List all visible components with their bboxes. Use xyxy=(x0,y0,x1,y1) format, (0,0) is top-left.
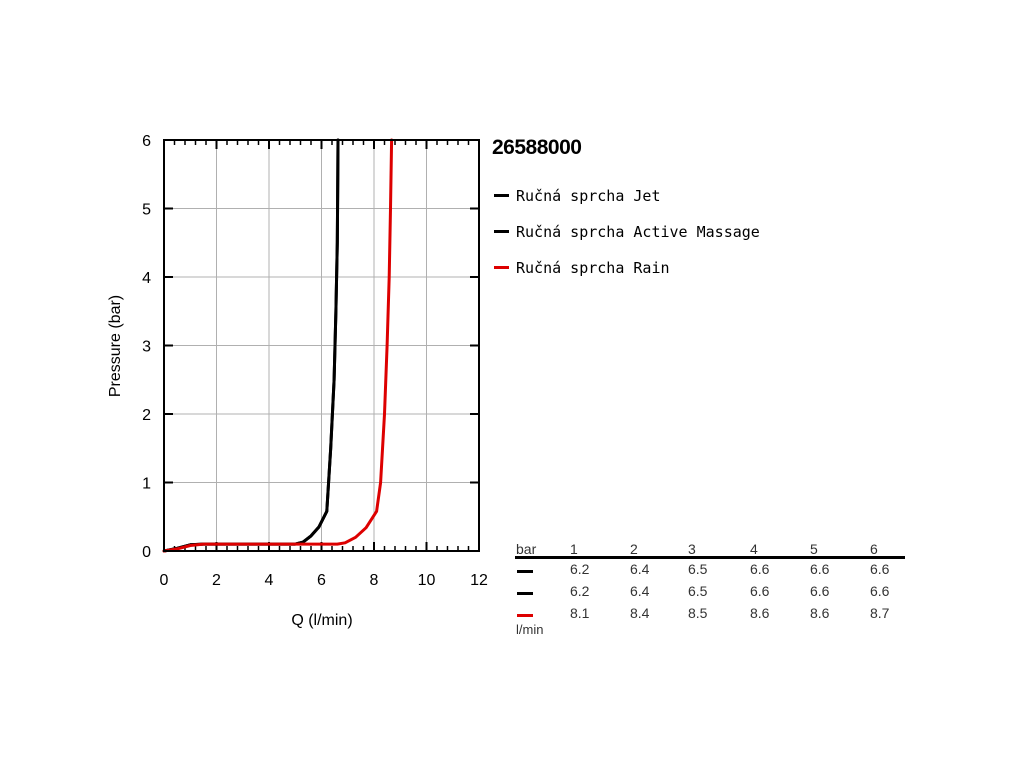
flow-table-header-label: bar xyxy=(516,541,537,557)
flow-table-value: 6.6 xyxy=(750,561,770,577)
flow-table-pressure: 6 xyxy=(870,541,878,557)
product-title: 26588000 xyxy=(492,136,582,159)
flow-table-header: bar 1 2 3 4 5 6 xyxy=(515,540,905,559)
flow-table-pressure: 3 xyxy=(688,541,696,557)
flow-table-value: 6.6 xyxy=(810,561,830,577)
flow-table-row: 6.2 6.4 6.5 6.6 6.6 6.6 xyxy=(515,581,905,603)
plot-frame xyxy=(163,139,480,552)
y-tick-label: 4 xyxy=(142,270,151,287)
legend-label: Ručná sprcha Jet xyxy=(516,187,661,205)
flow-table-value: 6.2 xyxy=(570,561,590,577)
x-tick-label: 6 xyxy=(317,572,326,589)
flow-table-value: 8.4 xyxy=(630,605,650,621)
y-tick-label: 2 xyxy=(142,407,151,424)
flow-table-swatch xyxy=(517,592,533,595)
flow-table-value: 6.6 xyxy=(750,583,770,599)
flow-table-value: 8.5 xyxy=(688,605,708,621)
flow-table-value: 6.6 xyxy=(870,583,890,599)
legend: Ručná sprcha Jet Ručná sprcha Active Mass… xyxy=(494,184,760,292)
flow-table-value: 6.6 xyxy=(870,561,890,577)
legend-label: Ručná sprcha Active Massage xyxy=(516,223,760,241)
flow-table-swatch xyxy=(517,570,533,573)
legend-item: Ručná sprcha Active Massage xyxy=(494,220,760,256)
x-tick-label: 0 xyxy=(160,572,169,589)
x-tick-label: 8 xyxy=(370,572,379,589)
flow-table-pressure: 5 xyxy=(810,541,818,557)
legend-item: Ručná sprcha Jet xyxy=(494,184,760,220)
flow-table-value: 6.5 xyxy=(688,561,708,577)
legend-swatch xyxy=(494,194,509,197)
flow-table-row: 8.1 8.4 8.5 8.6 8.6 8.7 xyxy=(515,603,905,625)
y-tick-label: 5 xyxy=(142,202,151,219)
legend-item: Ručná sprcha Rain xyxy=(494,256,760,292)
series-lines xyxy=(162,138,394,553)
y-tick-label: 6 xyxy=(142,133,151,150)
grid xyxy=(164,140,479,551)
flow-table-value: 6.6 xyxy=(810,583,830,599)
y-axis-label: Pressure (bar) xyxy=(107,295,124,397)
x-tick-labels: 0 2 4 6 8 10 12 xyxy=(160,572,488,589)
legend-swatch xyxy=(494,266,509,269)
flow-table-pressure: 4 xyxy=(750,541,758,557)
x-tick-label: 4 xyxy=(265,572,274,589)
y-tick-label: 3 xyxy=(142,339,151,356)
x-tick-label: 2 xyxy=(212,572,221,589)
legend-swatch xyxy=(494,230,509,233)
series-line-3 xyxy=(162,138,394,553)
flow-table-unit: l/min xyxy=(516,622,544,637)
x-tick-label: 12 xyxy=(470,572,488,589)
x-axis-label: Q (l/min) xyxy=(291,612,352,629)
flow-table-value: 8.6 xyxy=(810,605,830,621)
flow-table-value: 8.6 xyxy=(750,605,770,621)
flow-table-pressure: 1 xyxy=(570,541,578,557)
flow-table-row: 6.2 6.4 6.5 6.6 6.6 6.6 xyxy=(515,559,905,581)
y-tick-label: 1 xyxy=(142,476,151,493)
flow-table-pressure: 2 xyxy=(630,541,638,557)
flow-table-value: 6.2 xyxy=(570,583,590,599)
legend-label: Ručná sprcha Rain xyxy=(516,259,670,277)
flow-table-value: 6.4 xyxy=(630,583,650,599)
flow-table-value: 8.1 xyxy=(570,605,590,621)
flow-table-swatch xyxy=(517,614,533,617)
x-tick-label: 10 xyxy=(418,572,436,589)
flow-table-value: 6.5 xyxy=(688,583,708,599)
flow-table-body: 6.2 6.4 6.5 6.6 6.6 6.6 6.2 6.4 6.5 6.6 6.6 6.6 8.1 8… xyxy=(515,559,905,625)
flow-table-value: 6.4 xyxy=(630,561,650,577)
y-tick-labels: 0 1 2 3 4 5 6 xyxy=(142,133,151,561)
y-tick-label: 0 xyxy=(142,544,151,561)
flow-table-value: 8.7 xyxy=(870,605,890,621)
